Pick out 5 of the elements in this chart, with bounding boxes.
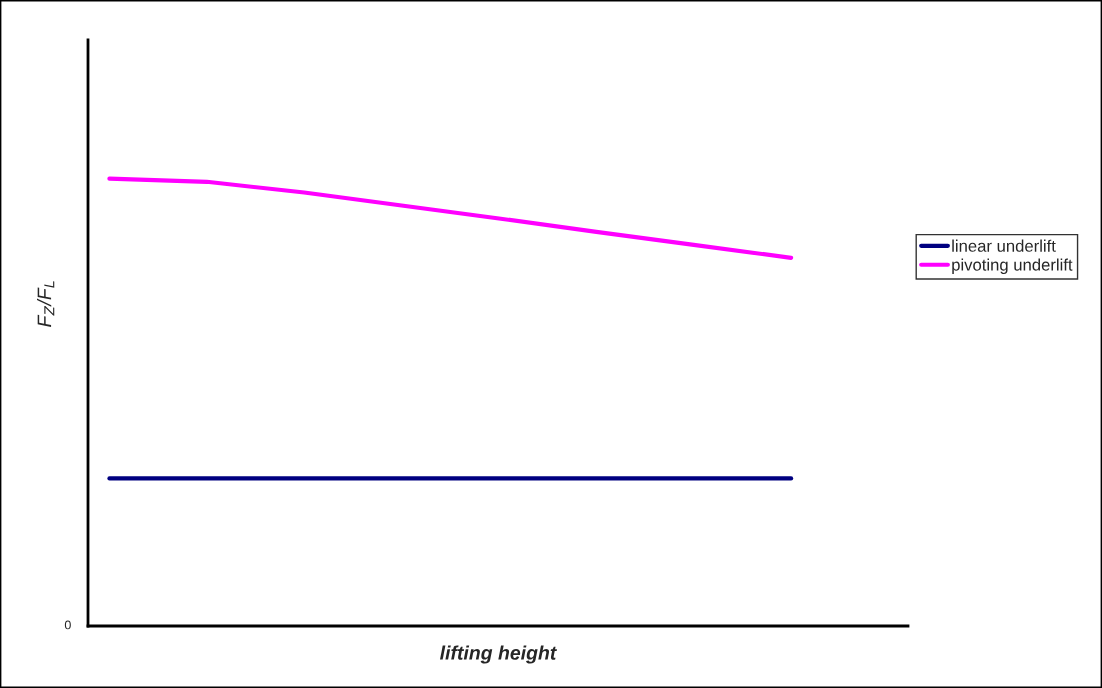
x-axis-title: lifting height (440, 645, 557, 664)
legend-label: linear underlift (952, 239, 1056, 252)
legend-label: pivoting underlift (952, 258, 1073, 275)
text: 0 (64, 620, 71, 630)
y-axis-title: F$_{Z}$/F$_{L}$ (36, 281, 55, 327)
